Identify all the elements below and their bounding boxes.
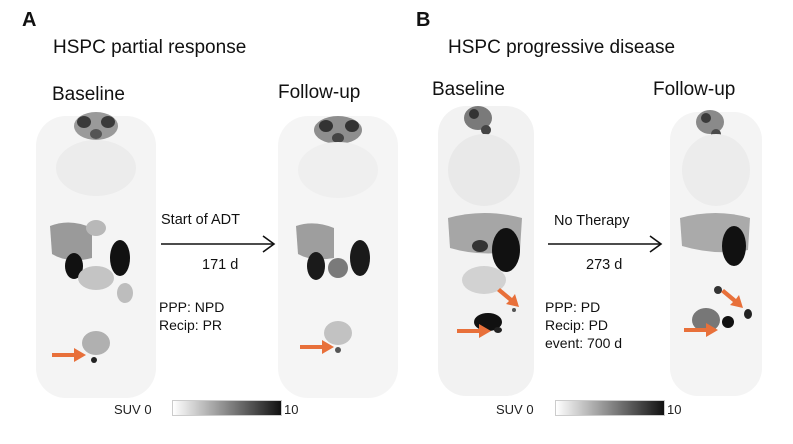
panel-b-title: HSPC progressive disease: [448, 37, 676, 58]
panel-b-suv-label: SUV 0: [496, 402, 534, 417]
panel-b-arrow-bottom-text: 273 d: [586, 257, 623, 273]
panel-a-followup-scan: [278, 116, 398, 398]
timeline-arrow-icon: [548, 235, 663, 253]
panel-a-baseline-label: Baseline: [52, 84, 125, 105]
panel-a-letter: A: [22, 9, 37, 31]
panel-a-info-line: PPP: NPD: [159, 299, 225, 315]
lesion-arrow-icon: [684, 323, 718, 337]
panel-a-arrow-bottom-text: 171 d: [202, 257, 239, 273]
panel-b-suv-colorbar: [555, 400, 665, 416]
panel-a-info-line: Recip: PR: [159, 317, 223, 333]
panel-a-arrow-top-text: Start of ADT: [161, 212, 240, 228]
panel-a-suv-max: 10: [284, 402, 299, 417]
panel-b-letter: B: [416, 9, 431, 31]
lesion-arrow-icon: [721, 289, 743, 308]
lesion-arrow-icon: [497, 288, 519, 307]
panel-b-baseline-label: Baseline: [432, 79, 505, 100]
lesion-arrow-icon: [52, 348, 86, 362]
panel-b-suv-max: 10: [667, 402, 682, 417]
panel-a-title: HSPC partial response: [53, 37, 247, 58]
panel-b-followup-label: Follow-up: [653, 79, 736, 100]
panel-a-baseline-scan: [36, 112, 156, 398]
panel-a-suv-label: SUV 0: [114, 402, 152, 417]
panel-b-arrow-top-text: No Therapy: [554, 213, 630, 229]
timeline-arrow-icon: [161, 235, 276, 253]
panel-a-suv-colorbar: [172, 400, 282, 416]
panel-b-followup-scan: [670, 110, 762, 396]
panel-b-info-line: event: 700 d: [545, 335, 623, 351]
panel-b-info-line: PPP: PD: [545, 299, 601, 315]
panel-b-info-line: Recip: PD: [545, 317, 609, 333]
panel-a-followup-label: Follow-up: [278, 82, 361, 103]
lesion-arrow-icon: [457, 324, 491, 338]
panel-b-baseline-scan: [438, 106, 534, 396]
lesion-arrow-icon: [300, 340, 334, 354]
